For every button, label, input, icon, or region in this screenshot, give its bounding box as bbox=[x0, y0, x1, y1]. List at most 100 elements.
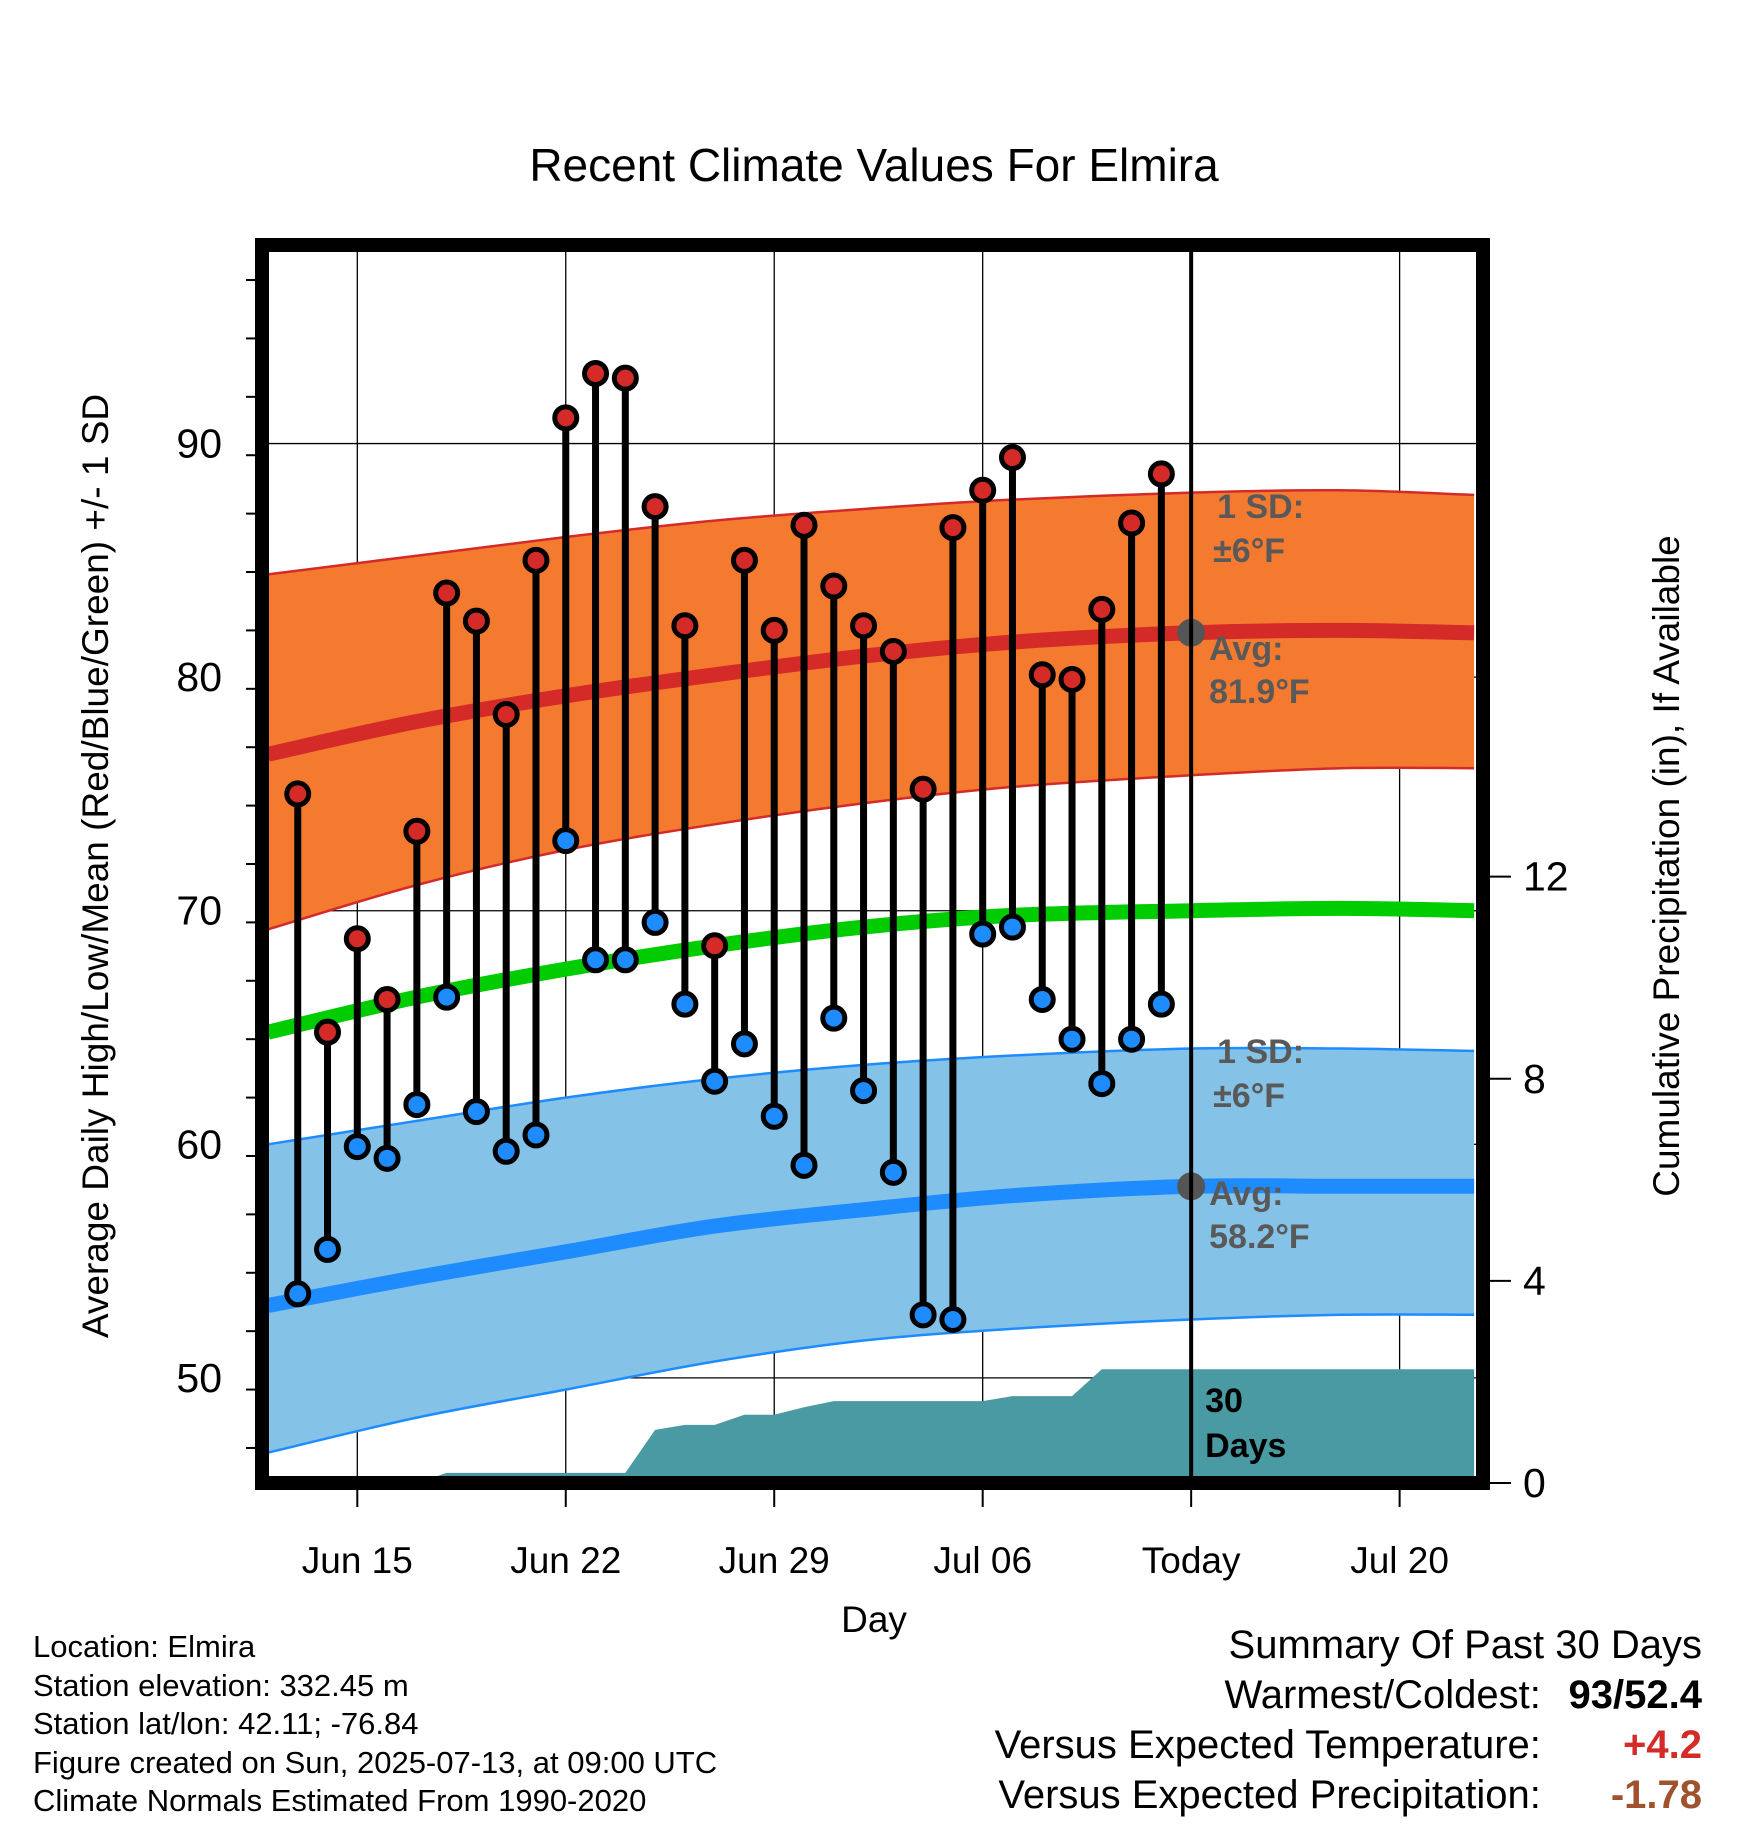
summary-temp-row: Versus Expected Temperature: +4.2 bbox=[995, 1720, 1702, 1770]
precip-departure-value: -1.78 bbox=[1552, 1770, 1702, 1820]
y-axis-label-left: Average Daily High/Low/Mean (Red/Blue/Gr… bbox=[75, 394, 116, 1338]
observed-high-point bbox=[465, 610, 487, 632]
high-sd-value: ±6°F bbox=[1213, 532, 1285, 570]
observed-low-point bbox=[1001, 916, 1023, 938]
observed-low-point bbox=[882, 1161, 904, 1183]
observed-high-point bbox=[823, 575, 845, 597]
observed-high-point bbox=[763, 619, 785, 641]
observed-high-point bbox=[287, 783, 309, 805]
observed-high-point bbox=[1150, 463, 1172, 485]
observed-low-point bbox=[644, 911, 666, 933]
observed-high-point bbox=[406, 820, 428, 842]
high-avg-value: 81.9°F bbox=[1209, 673, 1310, 711]
observed-low-point bbox=[465, 1101, 487, 1123]
x-tick-label: Today bbox=[1142, 1540, 1241, 1581]
observed-high-point bbox=[1061, 668, 1083, 690]
observed-low-point bbox=[555, 830, 577, 852]
climate-chart: 1 SD:±6°FAvg:81.9°F1 SD:±6°FAvg:58.2°F30… bbox=[0, 0, 1748, 1828]
observed-high-point bbox=[704, 935, 726, 957]
chart-title: Recent Climate Values For Elmira bbox=[529, 139, 1219, 191]
observed-high-point bbox=[793, 514, 815, 536]
observed-high-point bbox=[436, 582, 458, 604]
y-axis-label-right: Cumulative Precipitation (in), If Availa… bbox=[1646, 535, 1687, 1197]
observed-low-point bbox=[1031, 988, 1053, 1010]
high-avg-label: Avg: bbox=[1209, 630, 1283, 668]
y-tick-label-left: 90 bbox=[176, 421, 222, 467]
observed-low-point bbox=[436, 986, 458, 1008]
observed-low-point bbox=[495, 1140, 517, 1162]
y-tick-label-left: 50 bbox=[176, 1355, 222, 1401]
observed-high-point bbox=[585, 362, 607, 384]
y-tick-label-left: 60 bbox=[176, 1121, 222, 1167]
low-avg-label: Avg: bbox=[1209, 1175, 1283, 1213]
x-axis-label: Day bbox=[841, 1599, 907, 1640]
observed-high-point bbox=[942, 517, 964, 539]
observed-low-point bbox=[525, 1124, 547, 1146]
observed-low-point bbox=[823, 1007, 845, 1029]
temp-departure-value: +4.2 bbox=[1552, 1720, 1702, 1770]
observed-low-point bbox=[585, 949, 607, 971]
location-text: Location: Elmira bbox=[33, 1628, 717, 1667]
y-tick-label-right: 12 bbox=[1523, 854, 1569, 900]
x-tick-label: Jul 06 bbox=[933, 1540, 1032, 1581]
precip-days-label: 30 bbox=[1205, 1382, 1243, 1420]
x-tick-label: Jun 15 bbox=[302, 1540, 413, 1581]
y-tick-label-right: 0 bbox=[1523, 1460, 1546, 1506]
observed-high-point bbox=[1121, 512, 1143, 534]
observed-high-point bbox=[555, 407, 577, 429]
summary-warmest-row: Warmest/Coldest: 93/52.4 bbox=[995, 1670, 1702, 1720]
low-avg-value: 58.2°F bbox=[1209, 1218, 1310, 1256]
observed-low-point bbox=[733, 1033, 755, 1055]
observed-high-point bbox=[733, 549, 755, 571]
observed-low-point bbox=[376, 1147, 398, 1169]
observed-high-point bbox=[674, 615, 696, 637]
observed-high-point bbox=[972, 479, 994, 501]
observed-low-point bbox=[614, 949, 636, 971]
observed-low-point bbox=[704, 1070, 726, 1092]
created-text: Figure created on Sun, 2025-07-13, at 09… bbox=[33, 1744, 717, 1783]
observed-high-point bbox=[1031, 664, 1053, 686]
temp-departure-label: Versus Expected Temperature: bbox=[995, 1723, 1541, 1767]
observed-low-point bbox=[1091, 1073, 1113, 1095]
observed-low-point bbox=[406, 1094, 428, 1116]
observed-low-point bbox=[674, 993, 696, 1015]
observed-low-point bbox=[1150, 993, 1172, 1015]
observed-high-point bbox=[1001, 447, 1023, 469]
y-tick-label-right: 8 bbox=[1523, 1056, 1546, 1102]
warmest-value: 93/52.4 bbox=[1552, 1670, 1702, 1720]
precip-days-label-2: Days bbox=[1205, 1427, 1286, 1465]
observed-high-point bbox=[614, 367, 636, 389]
observed-high-point bbox=[495, 704, 517, 726]
x-tick-label: Jun 29 bbox=[719, 1540, 830, 1581]
precip-departure-label: Versus Expected Precipitation: bbox=[998, 1773, 1541, 1817]
observed-low-point bbox=[972, 923, 994, 945]
observed-low-point bbox=[287, 1283, 309, 1305]
summary-panel: Summary Of Past 30 Days Warmest/Coldest:… bbox=[995, 1620, 1702, 1820]
y-tick-label-left: 70 bbox=[176, 888, 222, 934]
summary-title: Summary Of Past 30 Days bbox=[995, 1620, 1702, 1670]
y-tick-label-right: 4 bbox=[1523, 1258, 1546, 1304]
observed-low-point bbox=[793, 1154, 815, 1176]
warmest-label: Warmest/Coldest: bbox=[1225, 1673, 1541, 1717]
observed-low-point bbox=[853, 1080, 875, 1102]
observed-high-point bbox=[376, 988, 398, 1010]
observed-high-point bbox=[853, 615, 875, 637]
observed-high-point bbox=[317, 1021, 339, 1043]
y-tick-label-left: 80 bbox=[176, 654, 222, 700]
observed-high-point bbox=[525, 549, 547, 571]
observed-high-point bbox=[346, 928, 368, 950]
observed-low-point bbox=[346, 1136, 368, 1158]
low-sd-value: ±6°F bbox=[1213, 1077, 1285, 1115]
observed-low-point bbox=[1061, 1028, 1083, 1050]
normals-text: Climate Normals Estimated From 1990-2020 bbox=[33, 1782, 717, 1821]
observed-low-point bbox=[942, 1308, 964, 1330]
observed-low-point bbox=[317, 1238, 339, 1260]
observed-low-point bbox=[763, 1105, 785, 1127]
high-sd-label: 1 SD: bbox=[1217, 488, 1304, 526]
summary-precip-row: Versus Expected Precipitation: -1.78 bbox=[995, 1770, 1702, 1820]
observed-high-point bbox=[882, 640, 904, 662]
observed-low-point bbox=[1121, 1028, 1143, 1050]
x-tick-label: Jul 20 bbox=[1350, 1540, 1449, 1581]
latlon-text: Station lat/lon: 42.11; -76.84 bbox=[33, 1705, 717, 1744]
station-info: Location: Elmira Station elevation: 332.… bbox=[33, 1628, 717, 1821]
